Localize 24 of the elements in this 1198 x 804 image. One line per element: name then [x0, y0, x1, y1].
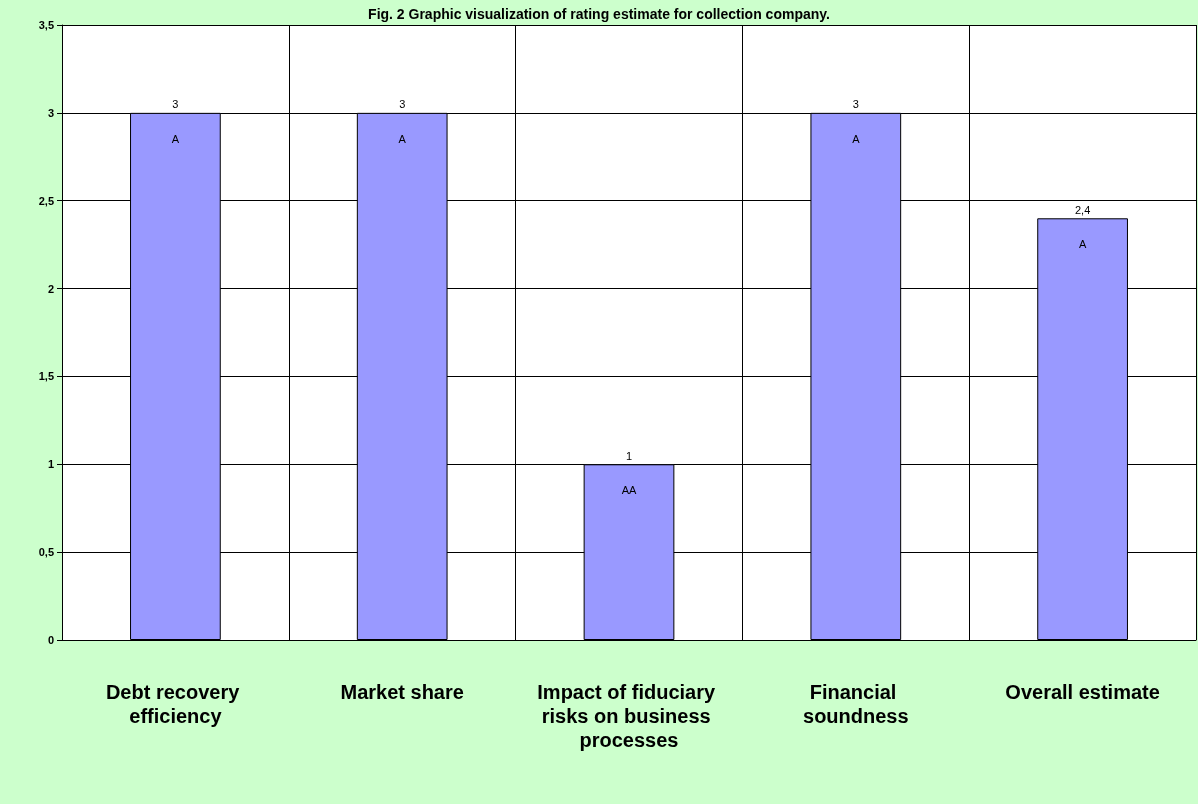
y-tick-label: 2,5 [38, 194, 54, 207]
y-tick-label: 1,5 [38, 370, 54, 383]
y-tick-label: 0 [47, 634, 54, 646]
data-label: 1 [625, 449, 633, 462]
x-tick-label: Impact of fiduciary risks on business processes [537, 681, 721, 751]
x-tick-label: Overall estimate [1005, 681, 1160, 703]
y-tick-label: 3 [47, 106, 54, 119]
x-tick-label: Debt recovery efficiency [105, 681, 245, 727]
x-tick-label: Financial soundness [803, 681, 909, 727]
x-tick-label: Market share [340, 681, 464, 703]
y-tick-label: 3,5 [38, 19, 54, 31]
annotation: A [398, 132, 407, 145]
y-tick-label: 2 [47, 282, 54, 295]
annotation: A [171, 132, 180, 145]
data-label: 3 [172, 98, 179, 111]
annotation: A [1078, 238, 1087, 251]
y-tick-label: 1 [47, 458, 54, 471]
annotation: A [852, 132, 861, 145]
chart-title: Fig. 2 Graphic visualization of rating estimate for collection company. [368, 6, 830, 22]
y-tick-label: 0,5 [38, 546, 54, 559]
data-label: 2,4 [1074, 203, 1091, 216]
annotation: AA [621, 484, 637, 497]
data-label: 3 [399, 98, 406, 111]
data-label: 3 [852, 98, 859, 111]
